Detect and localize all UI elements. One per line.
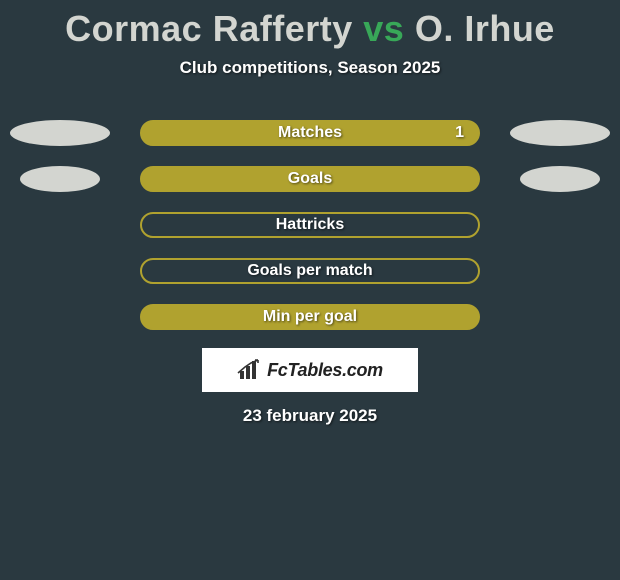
stat-label: Hattricks bbox=[142, 216, 478, 234]
stat-rows: Matches1 Goals Hattricks Goals per match Min… bbox=[0, 120, 620, 330]
left-ellipse bbox=[20, 166, 100, 192]
subtitle: Club competitions, Season 2025 bbox=[0, 58, 620, 78]
bar-chart-icon bbox=[237, 359, 263, 381]
stat-row: Matches1 bbox=[0, 120, 620, 146]
stat-row: Goals per match bbox=[0, 258, 620, 284]
comparison-title: Cormac Rafferty vs O. Irhue bbox=[0, 0, 620, 50]
stat-pill: Matches1 bbox=[140, 120, 480, 146]
right-ellipse bbox=[510, 120, 610, 146]
stat-row: Goals bbox=[0, 166, 620, 192]
stat-value-right: 1 bbox=[455, 124, 464, 142]
stat-pill: Hattricks bbox=[140, 212, 480, 238]
logo-box[interactable]: FcTables.com bbox=[202, 348, 418, 392]
logo-text: FcTables.com bbox=[267, 360, 383, 381]
stat-row: Min per goal bbox=[0, 304, 620, 330]
stat-label: Goals bbox=[142, 170, 478, 188]
stat-pill: Goals bbox=[140, 166, 480, 192]
stat-pill: Goals per match bbox=[140, 258, 480, 284]
generation-date: 23 february 2025 bbox=[0, 406, 620, 426]
left-ellipse bbox=[10, 120, 110, 146]
stat-label: Goals per match bbox=[142, 262, 478, 280]
player1-name: Cormac Rafferty bbox=[65, 8, 353, 49]
player2-name: O. Irhue bbox=[415, 8, 555, 49]
stat-pill: Min per goal bbox=[140, 304, 480, 330]
stat-row: Hattricks bbox=[0, 212, 620, 238]
vs-text: vs bbox=[363, 8, 404, 49]
stat-label: Min per goal bbox=[142, 308, 478, 326]
right-ellipse bbox=[520, 166, 600, 192]
stat-label: Matches bbox=[142, 124, 478, 142]
